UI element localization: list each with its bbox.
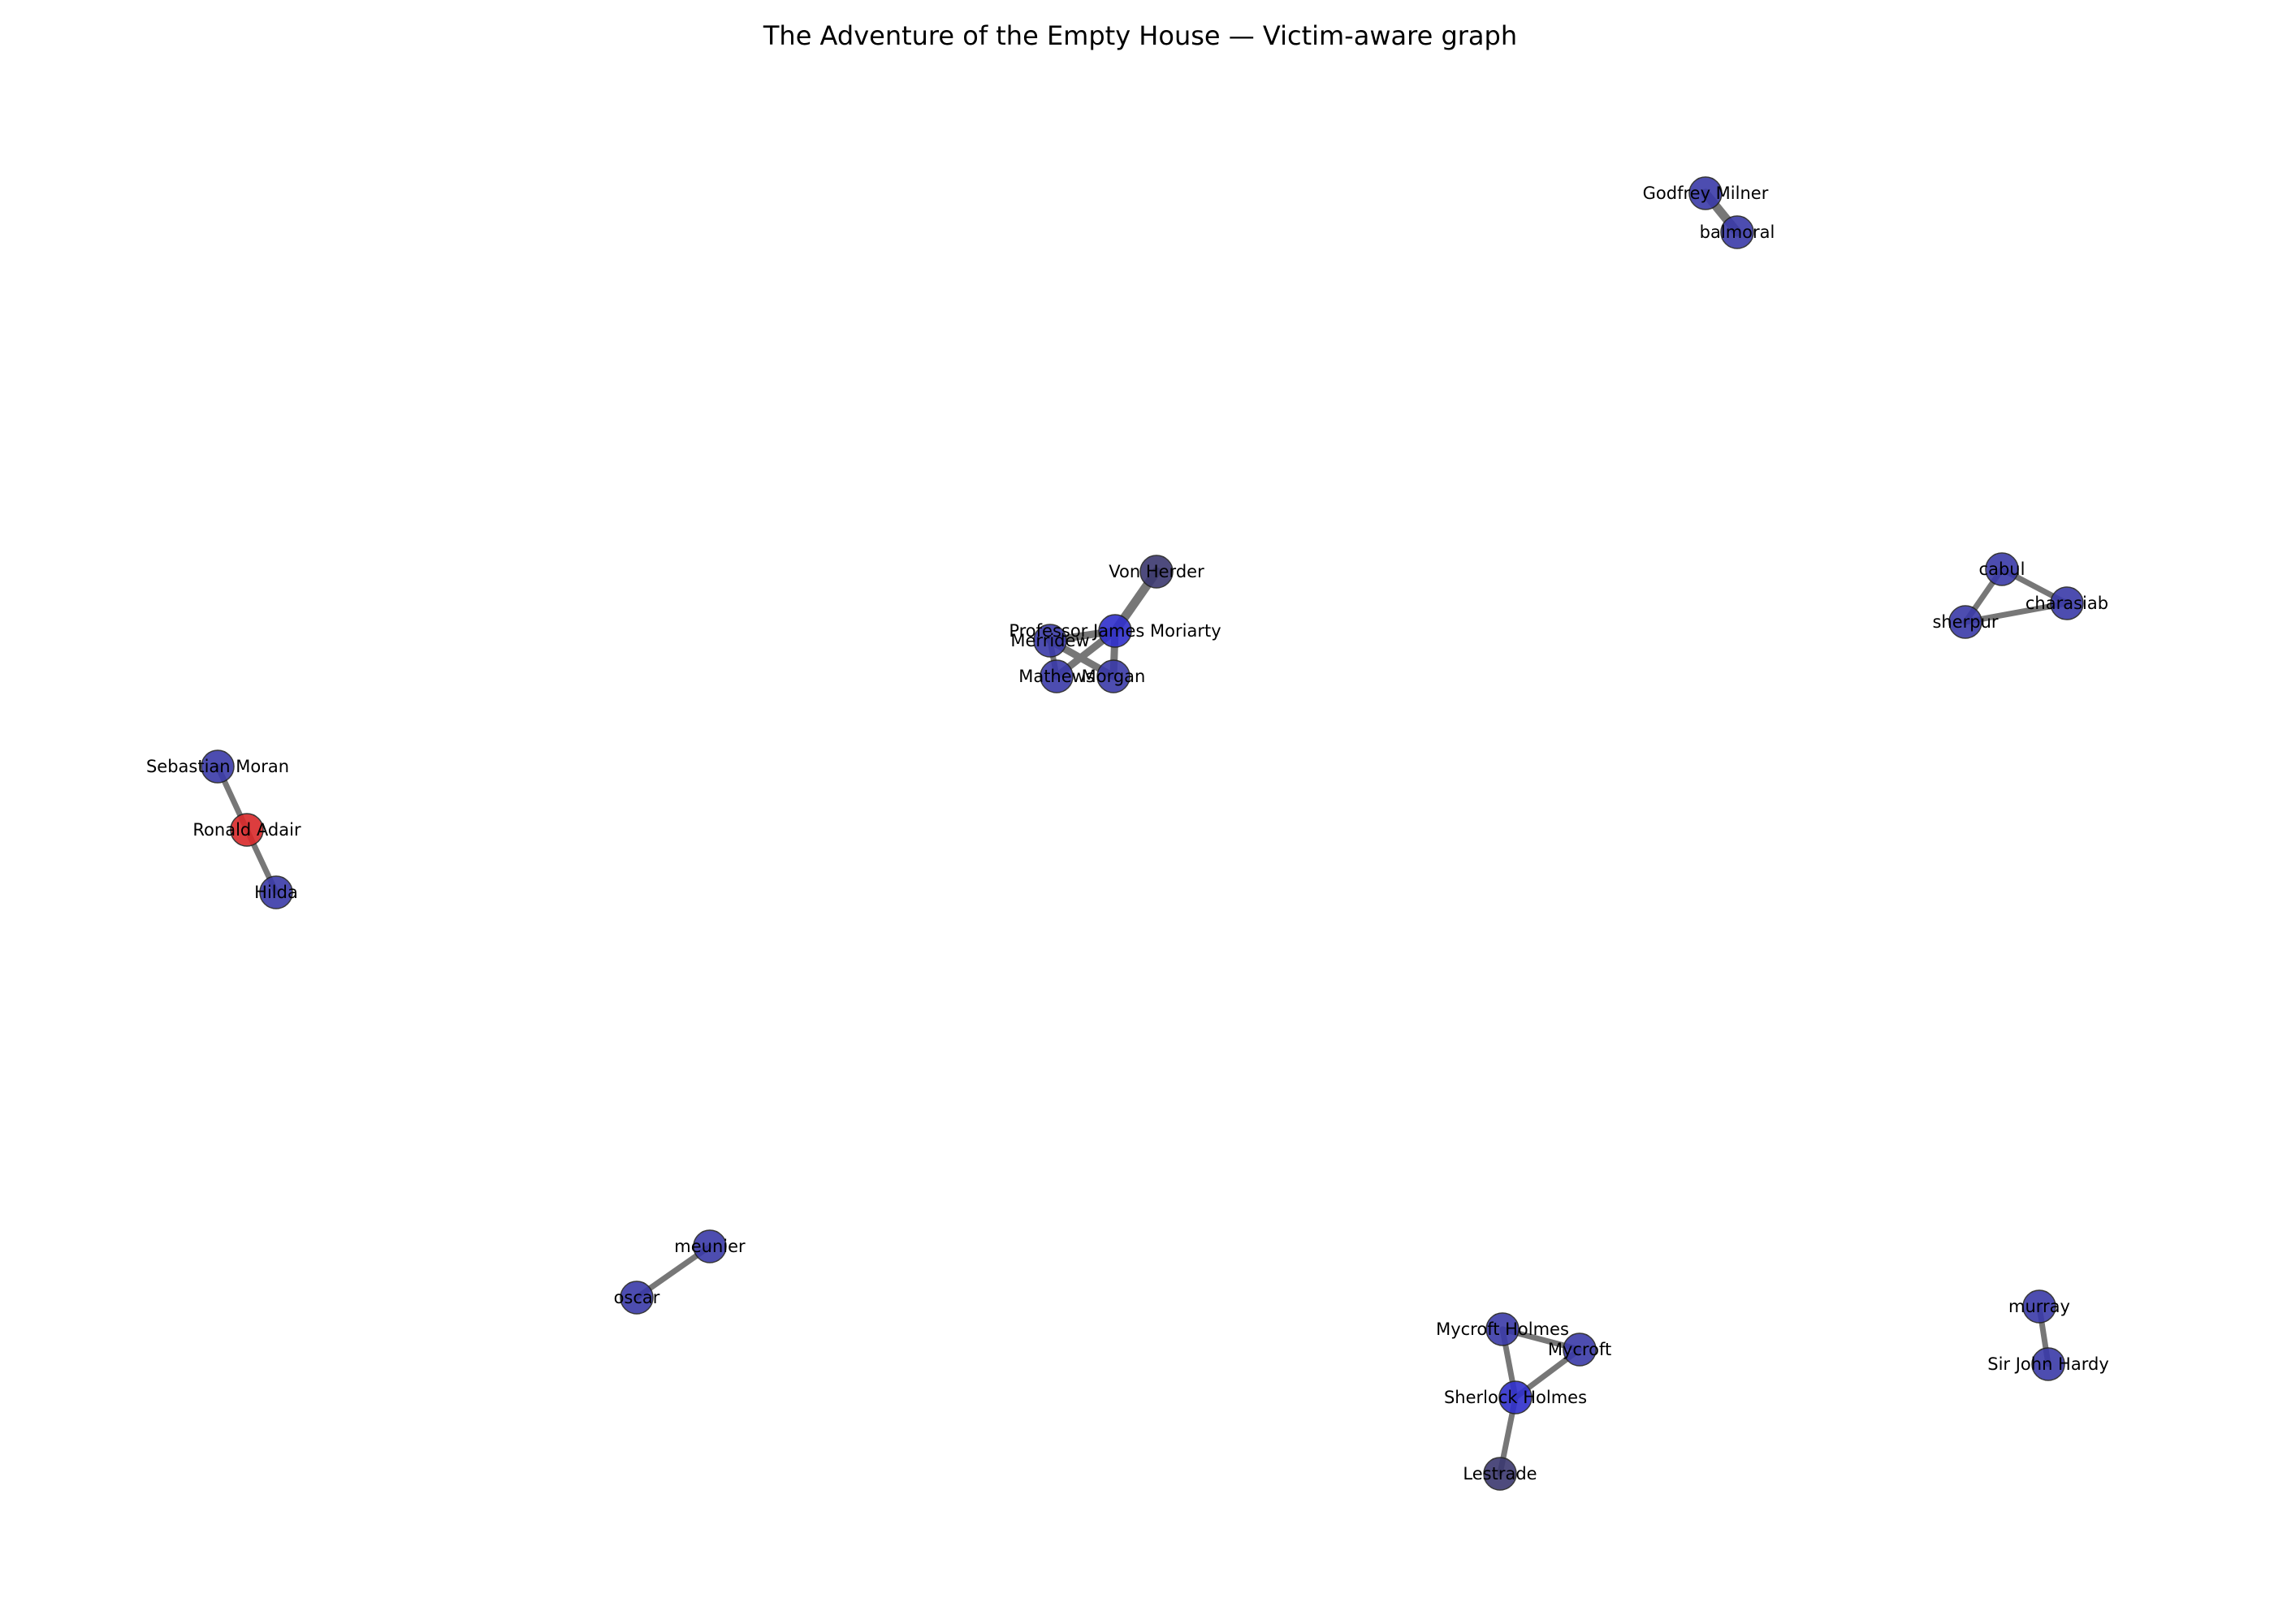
node-label-mycroft_holmes: Mycroft Holmes bbox=[1436, 1320, 1569, 1339]
node-label-meunier: meunier bbox=[674, 1237, 746, 1256]
node-label-sebastian_moran: Sebastian Moran bbox=[146, 757, 289, 776]
node-label-sherpur: sherpur bbox=[1932, 612, 1998, 632]
node-godfrey_milner[interactable] bbox=[1688, 176, 1723, 210]
node-cabul[interactable] bbox=[1985, 552, 2019, 586]
edge-sherpur-charasiab bbox=[1962, 600, 2070, 625]
node-sherlock_holmes[interactable] bbox=[1498, 1380, 1533, 1415]
node-label-morgan: Morgan bbox=[1082, 667, 1146, 686]
node-mathews[interactable] bbox=[1040, 659, 1074, 693]
node-hilda[interactable] bbox=[259, 875, 293, 909]
node-label-merridew: Merridew bbox=[1010, 631, 1089, 650]
node-von_herder[interactable] bbox=[1139, 555, 1174, 589]
node-label-godfrey_milner: Godfrey Milner bbox=[1643, 184, 1769, 203]
node-label-sir_john_hardy: Sir John Hardy bbox=[1987, 1354, 2109, 1374]
node-murray[interactable] bbox=[2022, 1289, 2056, 1324]
node-label-lestrade: Lestrade bbox=[1463, 1464, 1537, 1484]
node-mycroft_holmes[interactable] bbox=[1485, 1312, 1520, 1346]
node-label-mycroft: Mycroft bbox=[1548, 1340, 1611, 1359]
node-label-moriarty: Professor James Moriarty bbox=[1009, 621, 1221, 641]
edges-layer bbox=[214, 188, 2070, 1477]
node-lestrade[interactable] bbox=[1483, 1457, 1517, 1491]
node-label-murray: murray bbox=[2008, 1297, 2070, 1316]
nodes-layer bbox=[201, 176, 2084, 1491]
node-label-balmoral: balmoral bbox=[1700, 222, 1775, 242]
node-ronald_adair[interactable] bbox=[230, 813, 264, 847]
node-meunier[interactable] bbox=[693, 1229, 727, 1263]
node-label-cabul: cabul bbox=[1979, 559, 2025, 579]
node-mycroft[interactable] bbox=[1563, 1332, 1597, 1367]
node-charasiab[interactable] bbox=[2050, 586, 2084, 620]
node-moriarty[interactable] bbox=[1098, 614, 1132, 648]
graph-title: The Adventure of the Empty House — Victi… bbox=[763, 20, 1517, 51]
node-label-von_herder: Von Herder bbox=[1109, 562, 1204, 581]
node-label-oscar: oscar bbox=[614, 1288, 660, 1307]
node-label-hilda: Hilda bbox=[254, 883, 298, 902]
node-label-ronald_adair: Ronald Adair bbox=[192, 820, 301, 840]
node-sir_john_hardy[interactable] bbox=[2031, 1347, 2065, 1381]
node-label-charasiab: charasiab bbox=[2025, 594, 2108, 613]
labels-layer: Godfrey Milner balmoral Von Herder Professo… bbox=[146, 184, 2109, 1484]
node-label-sherlock_holmes: Sherlock Holmes bbox=[1444, 1388, 1587, 1407]
node-sebastian_moran[interactable] bbox=[201, 749, 235, 784]
node-balmoral[interactable] bbox=[1720, 215, 1754, 249]
node-label-mathews: Mathews bbox=[1018, 667, 1095, 686]
node-morgan[interactable] bbox=[1096, 659, 1131, 693]
node-sherpur[interactable] bbox=[1948, 605, 1982, 639]
node-merridew[interactable] bbox=[1033, 624, 1067, 658]
node-oscar[interactable] bbox=[620, 1281, 654, 1315]
